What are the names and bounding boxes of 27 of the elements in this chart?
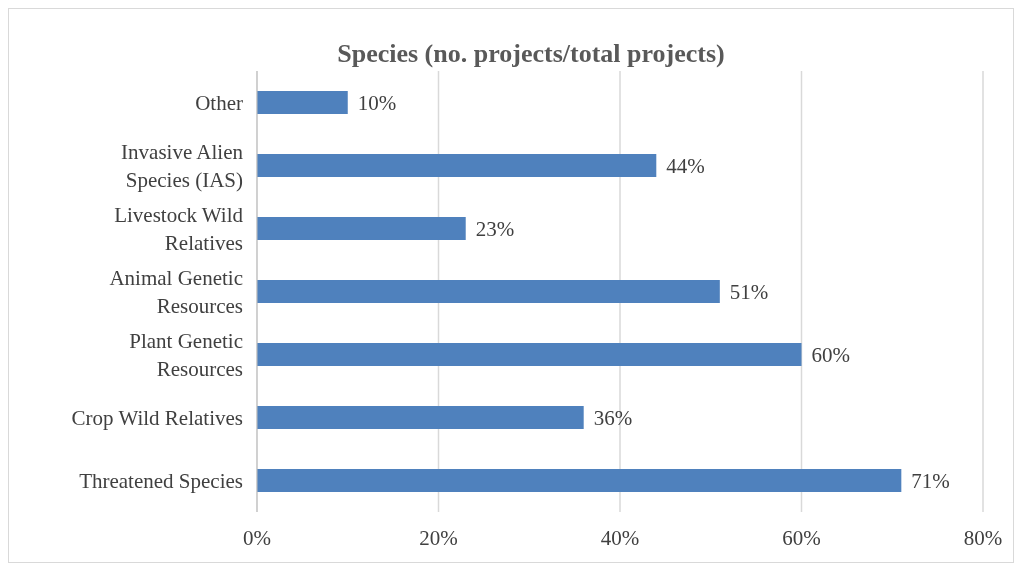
data-label: 36% [593,405,633,430]
y-tick-label: Invasive Alien Species (IAS) [121,139,244,192]
y-tick-label: Threatened Species [79,468,243,493]
chart-title: Species (no. projects/total projects) [336,39,726,69]
bar [257,91,348,114]
data-label: 60% [811,342,850,367]
bar [257,406,584,429]
y-tick-label: Crop Wild Relatives [71,405,243,430]
y-tick-label: Plant Genetic Resources [129,328,243,381]
data-label: 23% [475,216,515,241]
y-tick-label: Livestock Wild Relatives [114,202,244,255]
y-tick-label: Animal Genetic Resources [109,265,243,318]
data-label: 44% [666,153,705,178]
x-tick-label: 40% [600,525,640,550]
bar [257,469,902,492]
data-label: 71% [911,468,950,493]
bar [257,343,802,366]
y-tick-label: Other [195,90,243,115]
x-tick-label: 60% [782,525,821,550]
x-tick-label: 0% [243,525,271,550]
data-label: 10% [357,90,397,115]
bar [257,154,657,177]
data-label: 51% [729,279,769,304]
bar [257,280,720,303]
x-tick-label: 20% [419,525,458,550]
x-tick-label: 80% [963,525,1003,550]
bar [257,217,466,240]
